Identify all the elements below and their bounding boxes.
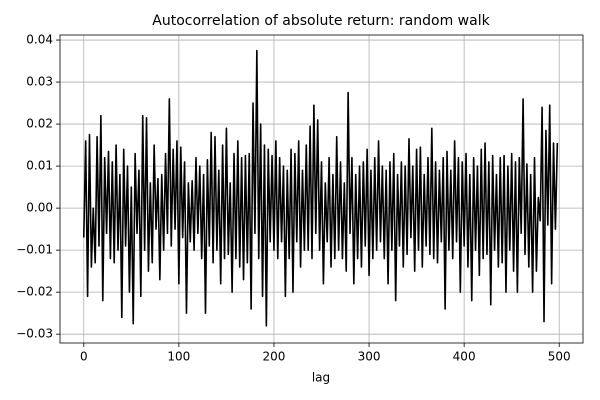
x-tick-label: 200 xyxy=(263,350,286,364)
axes: 0 100 200 300 400 500 −0.03 −0.02 −0.01 0.00 0.01 0… xyxy=(16,33,584,364)
y-tick-label: 0.00 xyxy=(26,201,53,215)
y-tick-label: 0.04 xyxy=(26,33,53,47)
x-tick-label: 400 xyxy=(453,350,476,364)
x-tick-label: 300 xyxy=(358,350,381,364)
y-tick-label: 0.02 xyxy=(26,117,53,131)
y-tick-label: −0.02 xyxy=(16,285,53,299)
chart-title: Autocorrelation of absolute return: rand… xyxy=(152,13,490,29)
x-tick-label: 0 xyxy=(80,350,88,364)
line xyxy=(82,49,559,327)
x-tick-label: 500 xyxy=(548,350,571,364)
x-axis-label: lag xyxy=(312,371,330,385)
x-tick-label: 100 xyxy=(167,350,190,364)
axes-frame xyxy=(59,34,584,344)
y-tick-label: 0.03 xyxy=(26,75,53,89)
plot-area xyxy=(82,49,559,327)
y-tick-label: 0.01 xyxy=(26,159,53,173)
y-tick-label: −0.03 xyxy=(16,327,53,341)
y-tick-label: −0.01 xyxy=(16,243,53,257)
